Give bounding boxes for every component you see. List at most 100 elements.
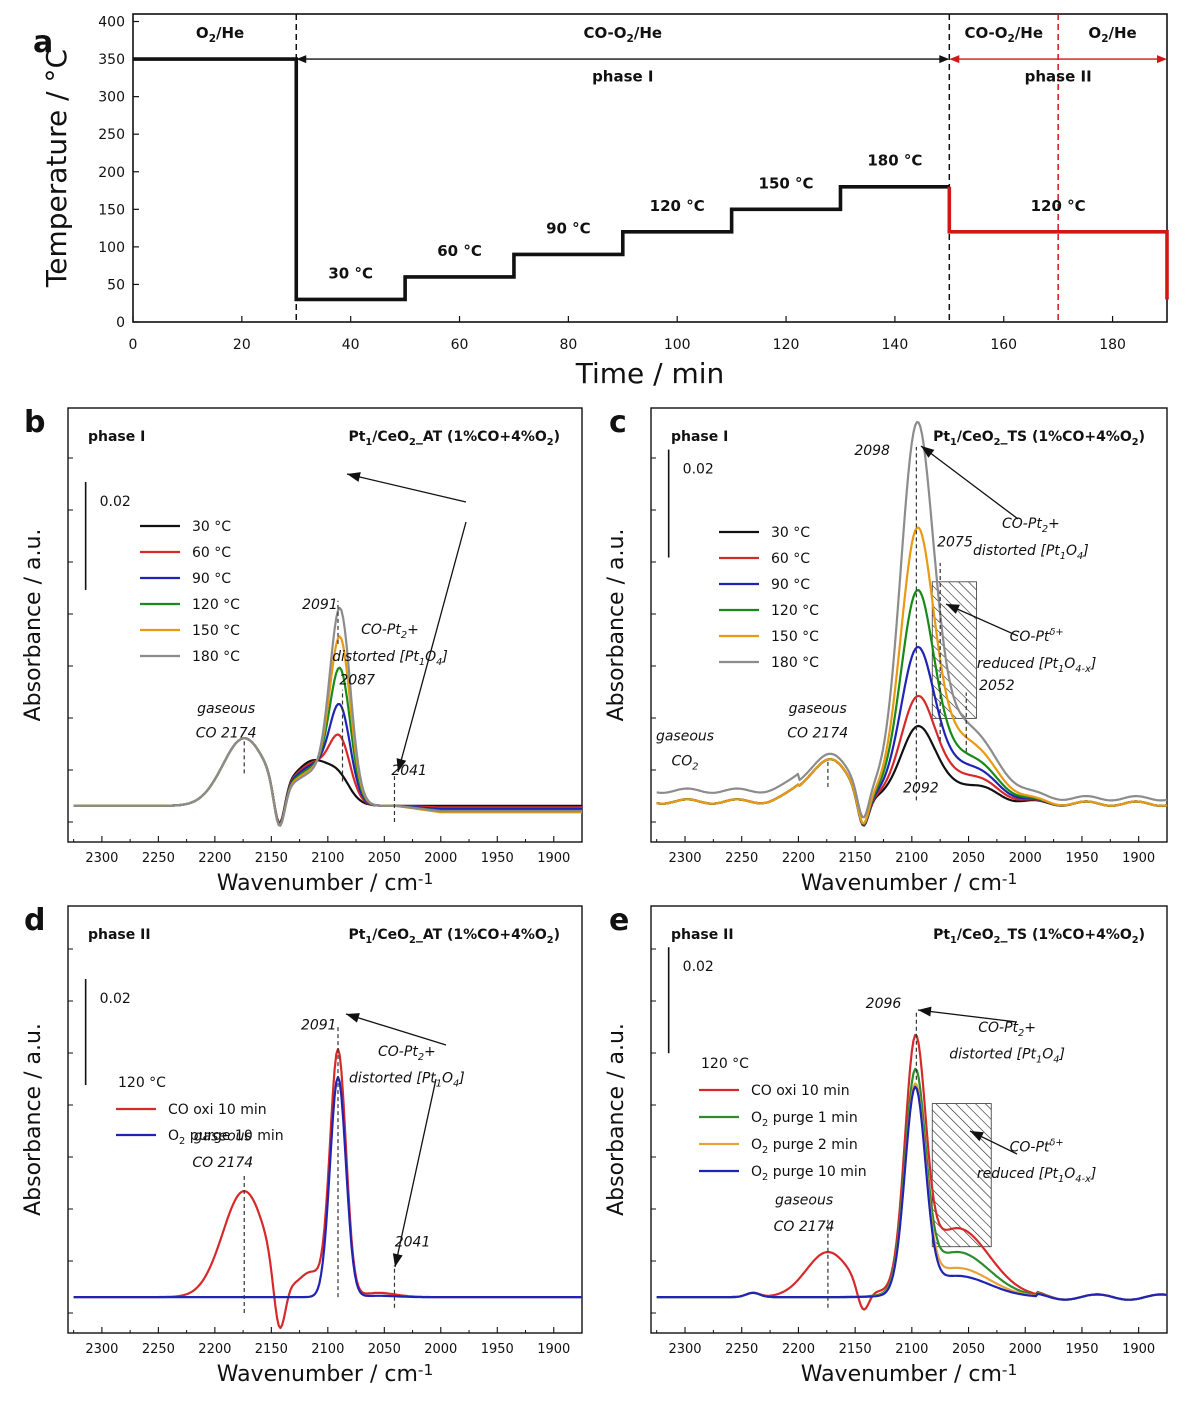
b-annotation: 2091 [302,597,338,613]
d-title-right: Pt1/CeO2_AT (1%CO+4%O2) [348,927,560,946]
d-arrow [394,1078,437,1268]
e-legend-title: 120 °C [701,1056,749,1072]
b-legend-label: 150 °C [192,623,240,639]
d-annotation: gaseous [194,1129,252,1145]
a-annotation: phase I [592,68,653,86]
a-ytick-label: 350 [98,52,125,68]
b-xtick-label: 2150 [255,851,288,866]
a-xtick-label: 20 [233,337,251,353]
d-legend-label: CO oxi 10 min [168,1102,267,1118]
d-xtick-label: 2000 [424,1342,457,1357]
c-ylabel: Absorbance / a.u. [604,529,629,722]
e-xtick-label: 2300 [668,1342,701,1357]
a-annotation: O2/He [1088,24,1136,45]
a-ytick-label: 0 [116,315,125,331]
b-legend-label: 120 °C [192,597,240,613]
c-frame [650,407,1168,843]
e-scale-label: 0.02 [683,959,714,975]
e-arrow [917,1009,1018,1023]
c-xtick-label: 2250 [725,851,758,866]
a-xtick-label: 120 [773,337,800,353]
c-annotation: 2092 [903,780,939,796]
a-ytick-label: 400 [98,15,125,31]
d-xtick-label: 2050 [368,1342,401,1357]
d-scale-label: 0.02 [100,991,131,1007]
d-ylabel: Absorbance / a.u. [21,1023,46,1216]
b-xlabel: Wavenumber / cm-1 [217,870,434,896]
b-xtick-label: 2000 [424,851,457,866]
a-annotation: 60 °C [437,242,482,260]
a-xtick-label: 40 [342,337,360,353]
e-panel-letter: e [609,903,629,938]
c-arrow [945,603,1019,637]
e-hatch-region [931,1103,992,1248]
b-xtick-label: 2300 [85,851,118,866]
a-arrow-head [296,55,307,64]
e-arrow-head [970,1131,984,1142]
a-annotation: 90 °C [546,219,591,237]
b-series-curve [73,606,582,827]
c-title-right: Pt1/CeO2_TS (1%CO+4%O2) [933,429,1145,448]
c-annotation: CO-Ptδ+ [1010,627,1064,645]
e-title-left: phase II [671,927,734,943]
a-annotation: 180 °C [867,152,922,170]
e-legend-label: O2 purge 2 min [751,1137,858,1156]
e-annotation: 2096 [866,996,902,1012]
c-annotation: CO-Pt2+ [1002,516,1060,535]
c-annotation: 2052 [979,678,1015,694]
b-arrow-head [347,472,361,482]
e-xtick-label: 2000 [1009,1342,1042,1357]
c-series-curve [656,694,1168,827]
b-ylabel: Absorbance / a.u. [21,529,46,722]
c-xtick-label: 1950 [1065,851,1098,866]
d-xtick-label: 2250 [142,1342,175,1357]
a-frame [132,13,1168,323]
c-legend-label: 150 °C [771,629,819,645]
b-arrow [397,521,467,773]
e-xlabel: Wavenumber / cm-1 [801,1361,1018,1387]
d-annotation: CO-Pt2+ [378,1044,436,1063]
c-legend-label: 60 °C [771,551,810,567]
c-annotation: gaseous [656,729,714,745]
c-series-curve [656,421,1168,819]
b-legend-label: 90 °C [192,571,231,587]
e-series-curve [656,1085,1168,1301]
e-annotation: CO 2174 [774,1219,835,1235]
b-scale-label: 0.02 [100,494,131,510]
b-legend-label: 180 °C [192,649,240,665]
a-xtick-label: 140 [882,337,909,353]
c-annotation: reduced [Pt1O4-x] [977,656,1097,675]
e-xtick-label: 2200 [782,1342,815,1357]
c-xtick-label: 2200 [782,851,815,866]
a-xtick-label: 60 [451,337,469,353]
a-ytick-label: 150 [98,202,125,218]
a-ytick-label: 100 [98,240,125,256]
c-arrow-head [921,446,935,458]
c-annotation: CO2 [672,753,699,772]
a-xlabel: Time / min [575,357,725,390]
c-xtick-label: 2150 [839,851,872,866]
d-annotation: 2041 [395,1235,431,1251]
c-legend-label: 90 °C [771,577,810,593]
e-arrow-head [918,1006,932,1017]
b-xtick-label: 1900 [537,851,570,866]
d-frame [67,905,583,1334]
d-series-curve [73,1075,582,1299]
c-xtick-label: 2050 [952,851,985,866]
c-xtick-label: 2000 [1009,851,1042,866]
e-annotation: distorted [Pt1O4] [949,1047,1065,1066]
a-ytick-label: 250 [98,127,125,143]
b-title-left: phase I [88,429,145,445]
e-xtick-label: 2050 [952,1342,985,1357]
c-legend-label: 30 °C [771,525,810,541]
b-frame [67,407,583,843]
b-xtick-label: 2050 [368,851,401,866]
b-annotation: CO-Pt2+ [361,622,419,641]
a-xtick-label: 180 [1099,337,1126,353]
e-xtick-label: 1900 [1122,1342,1155,1357]
d-legend-title: 120 °C [118,1075,166,1091]
e-annotation: CO-Pt2+ [978,1020,1036,1039]
a-xtick-label: 0 [129,337,138,353]
c-series-curve [656,724,1168,827]
